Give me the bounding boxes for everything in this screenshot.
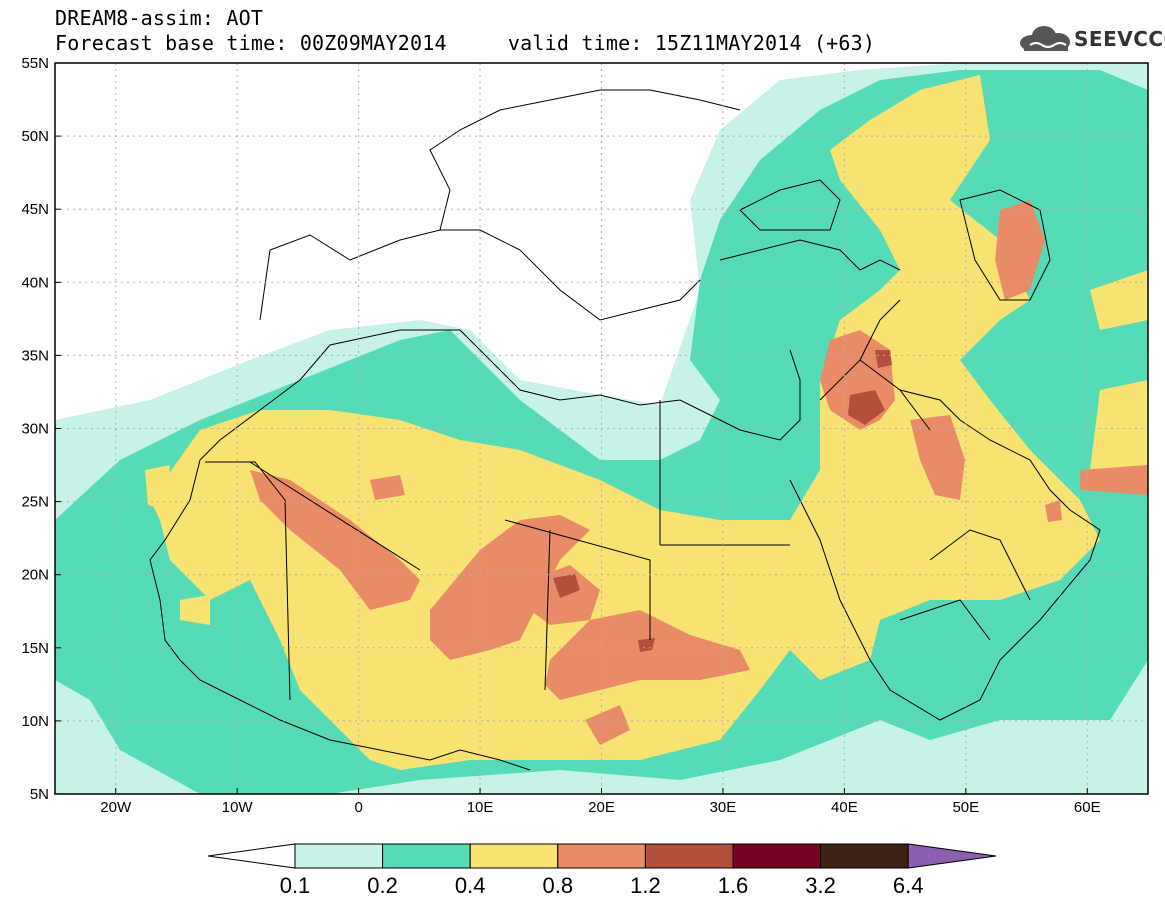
lon-label: 0 [354,799,362,816]
lat-label: 10N [21,713,49,730]
aot-layer-c08 [250,200,1148,745]
lon-label: 40E [831,799,858,816]
lon-label: 10W [222,799,254,816]
lon-label: 20E [588,799,615,816]
grid-lines [55,63,1148,794]
lon-label: 20W [100,799,132,816]
lat-label: 15N [21,640,49,657]
cloud-logo-icon [1020,26,1070,51]
map-subtitle: Forecast base time: 00Z09MAY2014 valid t… [55,31,876,55]
lat-label: 5N [30,786,49,803]
logo-text: SEEVCCC [1074,27,1165,51]
lon-label: 30E [710,799,737,816]
lat-label: 40N [21,274,49,291]
lat-label: 30N [21,421,49,438]
lat-label: 45N [21,201,49,218]
lat-label: 20N [21,567,49,584]
lat-label: 55N [21,55,49,72]
map-title: DREAM8-assim: AOT [55,6,264,30]
lon-label: 10E [467,799,494,816]
lat-label: 35N [21,347,49,364]
lat-label: 25N [21,494,49,511]
aot-layer-c12 [553,350,892,652]
coastlines [149,89,1101,771]
lat-label: 50N [21,128,49,145]
lon-label: 50E [952,799,979,816]
lon-label: 60E [1074,799,1101,816]
